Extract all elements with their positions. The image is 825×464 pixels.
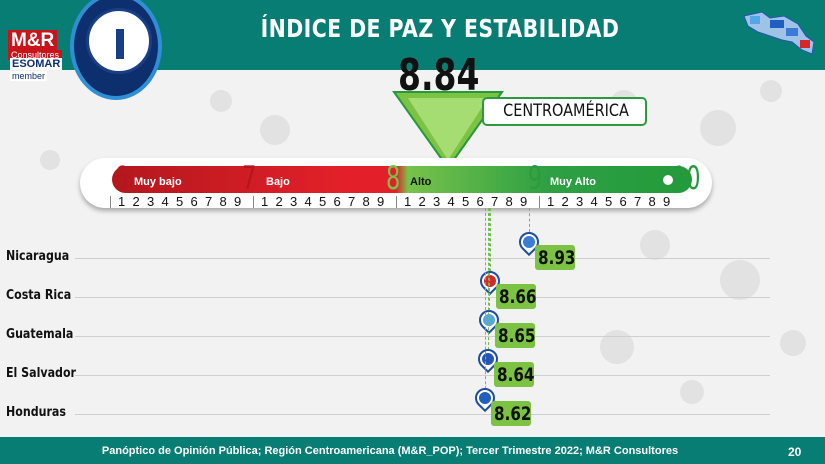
scale-divider (539, 196, 540, 208)
scale-digit: 2 (275, 194, 283, 209)
scale-digit: 9 (234, 194, 242, 209)
scale-digit: 2 (418, 194, 426, 209)
value-label: 8.93 (537, 247, 576, 269)
scale-int-9: 9 (528, 159, 543, 197)
value-leader (528, 208, 530, 248)
scale-digit: 4 (161, 194, 169, 209)
scale-digit: 5 (605, 194, 613, 209)
value-badge (496, 284, 537, 309)
scale-int-8: 8 (386, 159, 401, 197)
row-gridline (75, 297, 770, 298)
scale-int-7: 7 (242, 159, 257, 197)
row-gridline (75, 375, 770, 376)
scale-digit: 7 (348, 194, 356, 209)
value-label: 8.65 (497, 325, 536, 347)
row-gridline (75, 414, 770, 415)
region-label: CENTROAMÉRICA (503, 101, 629, 121)
row-gridline (75, 336, 770, 337)
country-label: El Salvador (6, 366, 77, 381)
scale-digit: 3 (433, 194, 441, 209)
scale-digit: 4 (304, 194, 312, 209)
segment-alto: Alto (410, 176, 432, 188)
page-number: 20 (788, 445, 802, 459)
scale-digit: 2 (132, 194, 140, 209)
scale-digit: 6 (190, 194, 198, 209)
region-badge (482, 97, 647, 126)
scale-digit: 9 (663, 194, 671, 209)
value-label: 8.62 (493, 403, 532, 425)
summary-pointer (392, 91, 504, 170)
scale-digit: 6 (476, 194, 484, 209)
central-america-map-icon (743, 11, 815, 55)
value-label: 8.66 (499, 286, 537, 308)
scale-digit: 5 (319, 194, 327, 209)
scale-digit: 8 (648, 194, 656, 209)
value-leader (488, 208, 490, 326)
scale-digit: 7 (205, 194, 213, 209)
scale-digit: 8 (505, 194, 513, 209)
logo-brand: M&R (8, 30, 58, 52)
scale-digit: 8 (362, 194, 370, 209)
scale-digit: 7 (634, 194, 642, 209)
scale-int-10: 10 (672, 159, 701, 197)
country-label: Costa Rica (6, 288, 72, 303)
lighthouse-icon (116, 29, 124, 59)
scale-digit: 9 (377, 194, 385, 209)
scale-digit: 2 (561, 194, 569, 209)
scale-digit: 8 (219, 194, 227, 209)
row-gridline (75, 258, 770, 259)
segment-bajo: Bajo (266, 176, 290, 188)
scale-digit: 5 (462, 194, 470, 209)
value-leader (487, 208, 489, 365)
source-note: Panóptico de Opinión Pública; Región Cen… (101, 445, 679, 457)
value-badge (494, 323, 535, 348)
scale-band (112, 166, 692, 193)
country-label: Nicaragua (6, 249, 70, 264)
country-label: Honduras (6, 405, 66, 420)
value-label: 8.64 (496, 364, 535, 386)
scale-divider (110, 196, 111, 208)
scale-divider (396, 196, 397, 208)
member-label: member (10, 71, 48, 81)
scale-digit: 1 (118, 194, 126, 209)
scale-digit: 1 (547, 194, 555, 209)
value-badge (493, 362, 534, 387)
scale-digit: 9 (520, 194, 528, 209)
value-badge (490, 401, 531, 426)
scale-digit: 3 (576, 194, 584, 209)
esomar-label: ESOMAR (10, 58, 63, 70)
country-label: Guatemala (6, 327, 74, 342)
company-logo: M&R Consultores ESOMAR member (0, 0, 162, 104)
value-badge (534, 245, 575, 270)
scale-digit: 6 (619, 194, 627, 209)
value-leader (490, 208, 492, 287)
scale-digit: 1 (404, 194, 412, 209)
logo-sub: Consultores (8, 50, 63, 60)
scale-digit: 5 (176, 194, 184, 209)
summary-value: 8.84 (398, 50, 480, 101)
scale-digit: 7 (491, 194, 499, 209)
scale-digit: 6 (333, 194, 341, 209)
scale-digit: 4 (590, 194, 598, 209)
footer-bar (0, 437, 825, 464)
scale-digit: 4 (447, 194, 455, 209)
scale-int-6: 6 (114, 159, 129, 197)
scale-divider (253, 196, 254, 208)
segment-muy-alto: Muy Alto (550, 176, 597, 188)
scale-digit: 3 (147, 194, 155, 209)
scale-digit: 1 (261, 194, 269, 209)
segment-muy-bajo: Muy bajo (134, 176, 182, 188)
page-title: ÍNDICE DE PAZ Y ESTABILIDAD (260, 14, 620, 43)
scale-digit: 3 (290, 194, 298, 209)
scale-end-cap (660, 172, 676, 188)
value-leader (484, 208, 486, 404)
